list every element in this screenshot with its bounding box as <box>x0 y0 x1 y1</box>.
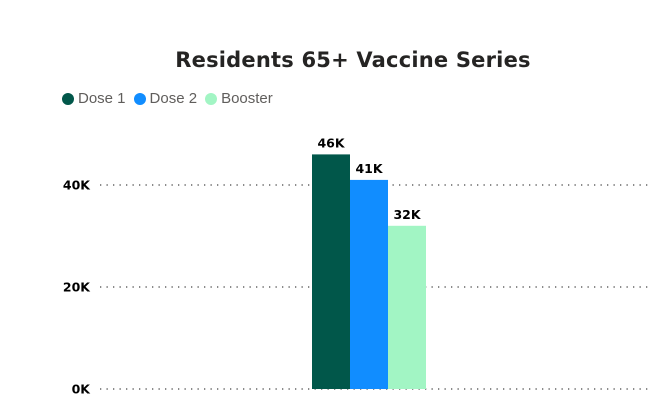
data-label-dose-1: 46K <box>317 135 345 150</box>
bar-dose-2 <box>350 179 388 389</box>
legend-label-booster: Booster <box>221 90 273 107</box>
legend-label-dose-1: Dose 1 <box>78 90 126 107</box>
bar-booster <box>388 225 426 389</box>
legend-item-dose-2[interactable]: Dose 2 <box>133 90 198 107</box>
bar-dose-1 <box>312 154 350 389</box>
data-label-dose-2: 41K <box>355 161 383 176</box>
data-label-booster: 32K <box>393 207 421 222</box>
y-tick-label: 0K <box>72 382 92 397</box>
legend: Dose 1 Dose 2 Booster <box>62 90 281 107</box>
legend-item-booster[interactable]: Booster <box>205 90 273 107</box>
legend-swatch-booster <box>205 92 218 105</box>
legend-item-dose-1[interactable]: Dose 1 <box>62 90 126 107</box>
y-tick-label: 20K <box>63 280 91 295</box>
legend-swatch-dose-2 <box>133 92 146 105</box>
y-tick-label: 40K <box>63 178 91 193</box>
legend-swatch-dose-1 <box>62 92 74 105</box>
chart-title: Residents 65+ Vaccine Series <box>175 48 531 72</box>
legend-label-dose-2: Dose 2 <box>149 90 198 107</box>
